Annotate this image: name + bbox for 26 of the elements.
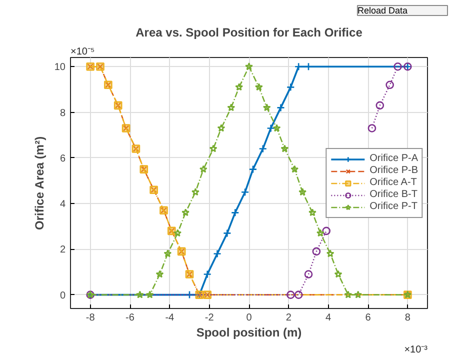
legend-label: Orifice P-A: [370, 152, 418, 164]
legend-label: Orifice A-T: [370, 176, 417, 188]
text: ×10⁻³: [404, 344, 428, 355]
x-tick-label: -2: [204, 312, 214, 324]
legend-label: Orifice B-T: [370, 188, 418, 200]
x-tick-label: -4: [165, 312, 175, 324]
y-axis-title: Orifice Area (m²): [32, 136, 46, 230]
x-tick-label: 2: [286, 312, 292, 324]
annotation: ×10⁻⁵: [70, 46, 95, 58]
x-axis-title: Spool position (m): [196, 326, 302, 340]
legend-label: Orifice P-B: [370, 164, 418, 176]
y-tick-label: 10: [54, 62, 66, 74]
y-tick-label: 2: [60, 244, 66, 256]
x-tick-label: 4: [326, 312, 332, 324]
x-tick-label: -8: [86, 312, 96, 324]
text: Reload Data: [357, 6, 408, 16]
chart-title: Area vs. Spool Position for Each Orifice: [136, 26, 363, 40]
x-tick-label: 6: [365, 312, 372, 324]
x-tick-label: 0: [246, 312, 252, 324]
y-tick-label: 6: [60, 153, 66, 164]
x-tick-label: -6: [126, 312, 135, 324]
y-tick-label: 4: [60, 199, 66, 210]
y-tick-label: 0: [60, 290, 66, 302]
x-tick-label: 8: [404, 312, 411, 324]
y-tick-label: 8: [60, 108, 66, 119]
legend-label: Orifice P-T: [370, 200, 418, 212]
